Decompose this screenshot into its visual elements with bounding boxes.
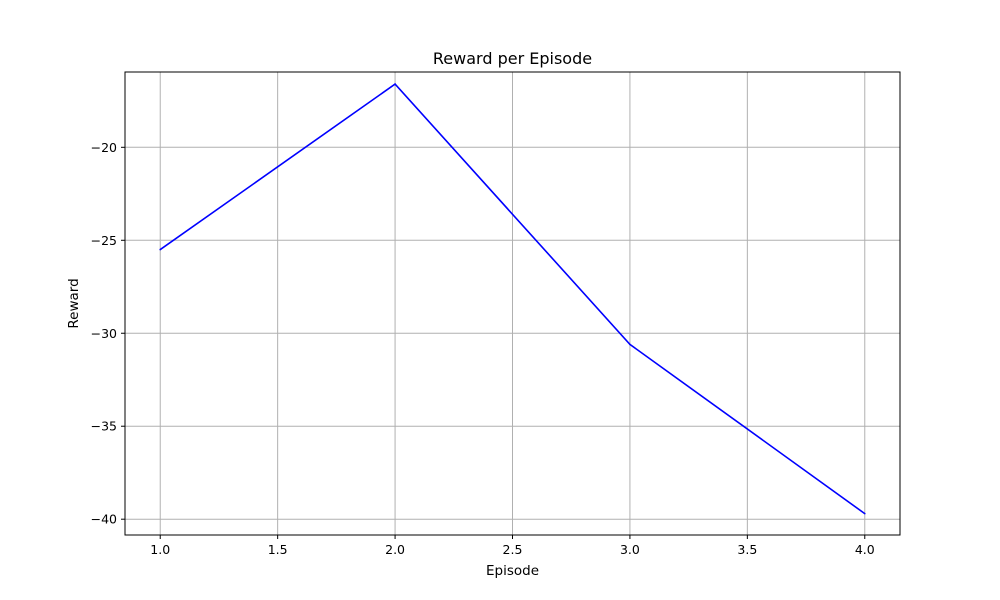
series-layer [159, 83, 866, 515]
series-line [159, 83, 866, 515]
x-tick-label: 1.0 [150, 542, 170, 557]
y-axis-label: Reward [66, 278, 82, 328]
data-point [159, 248, 162, 251]
data-point [394, 83, 396, 85]
x-tick-label: 2.5 [503, 542, 523, 557]
data-point [863, 512, 866, 515]
chart-title: Reward per Episode [433, 49, 592, 68]
x-tick-label: 1.5 [268, 542, 288, 557]
x-tick-label: 3.0 [620, 542, 640, 557]
x-tick-label: 2.0 [385, 542, 405, 557]
y-tick-label: −35 [91, 419, 117, 434]
tick-layer: 1.0 1.5 2.0 2.5 3.0 3.5 4.0 −20 −25 −30 −35 −40 [91, 140, 875, 557]
grid-layer [125, 72, 900, 535]
x-axis-label: Episode [486, 563, 539, 579]
y-tick-label: −40 [91, 512, 117, 527]
y-tick-label: −25 [91, 233, 117, 248]
x-tick-label: 4.0 [855, 542, 875, 557]
data-point [629, 343, 631, 346]
x-tick-label: 3.5 [737, 542, 757, 557]
y-tick-label: −30 [91, 326, 117, 341]
y-tick-label: −20 [91, 140, 117, 155]
